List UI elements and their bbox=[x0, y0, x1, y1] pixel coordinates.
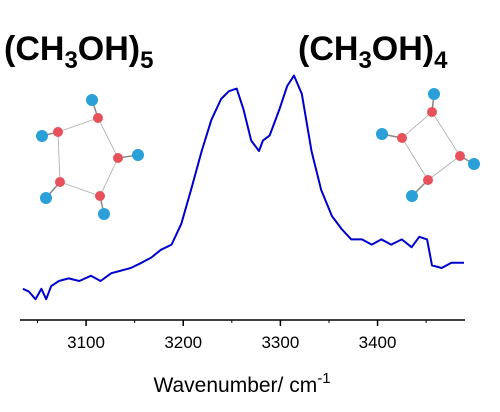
oxygen bbox=[397, 133, 407, 143]
label-part: OH) bbox=[372, 30, 434, 68]
cluster-label: (CH3OH)4 bbox=[298, 30, 448, 74]
carbon bbox=[132, 149, 144, 161]
oxygen bbox=[455, 151, 465, 161]
x-tick-label: 3100 bbox=[67, 333, 105, 352]
x-axis-label: Wavenumber/ cm-1 bbox=[153, 370, 330, 397]
molecule-pentamer bbox=[36, 94, 144, 220]
carbon bbox=[468, 158, 480, 170]
label-part: 4 bbox=[434, 47, 448, 74]
molecule-tetramer bbox=[376, 88, 480, 202]
carbon bbox=[36, 130, 48, 142]
oxygen bbox=[53, 127, 63, 137]
oxygen bbox=[55, 177, 65, 187]
oxygen bbox=[93, 113, 103, 123]
label-part: Wavenumber/ cm bbox=[153, 374, 317, 397]
carbon bbox=[98, 208, 110, 220]
label-part: 5 bbox=[140, 47, 153, 74]
carbon bbox=[428, 88, 440, 100]
label-part: OH) bbox=[78, 30, 140, 68]
label-part: -1 bbox=[317, 370, 330, 387]
x-tick-label: 3400 bbox=[359, 333, 397, 352]
carbon bbox=[406, 190, 418, 202]
oxygen bbox=[423, 175, 433, 185]
carbon bbox=[40, 192, 52, 204]
spectrum-line bbox=[22, 74, 464, 301]
x-tick-label: 3200 bbox=[164, 333, 202, 352]
cluster-label: (CH3OH)5 bbox=[4, 30, 153, 74]
oxygen bbox=[95, 191, 105, 201]
carbon bbox=[376, 128, 388, 140]
label-part: 3 bbox=[64, 47, 77, 74]
carbon bbox=[86, 94, 98, 106]
x-tick-label: 3300 bbox=[261, 333, 299, 352]
oxygen bbox=[427, 107, 437, 117]
label-part: 3 bbox=[358, 47, 371, 74]
oxygen bbox=[113, 153, 123, 163]
h-bond-ring bbox=[57, 117, 119, 197]
label-part: (CH bbox=[298, 30, 358, 68]
h-bond-ring bbox=[401, 111, 461, 181]
label-part: (CH bbox=[4, 30, 64, 68]
